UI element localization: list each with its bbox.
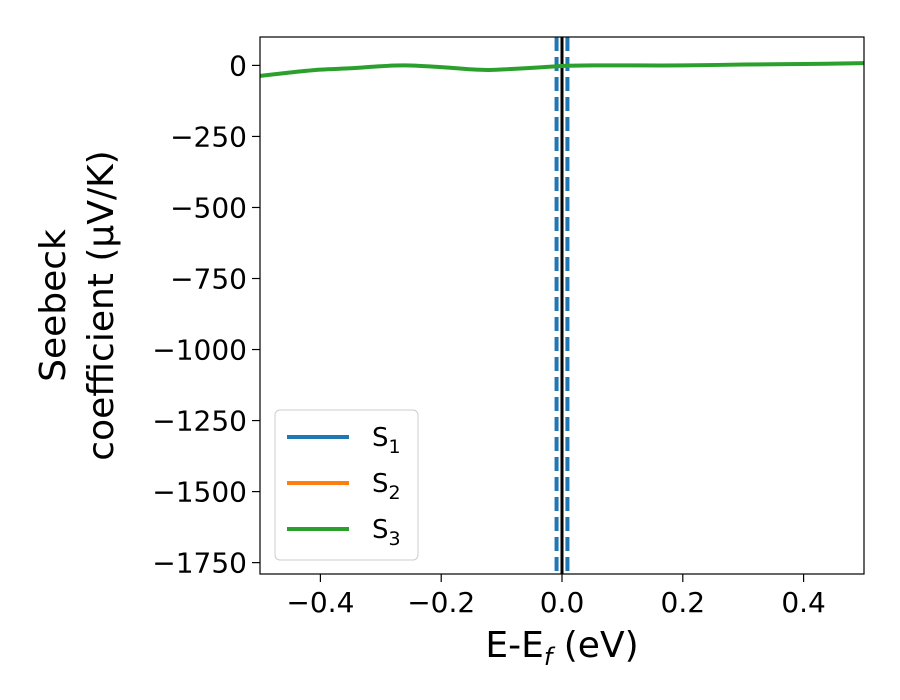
y-tick-label: 0 xyxy=(229,49,247,82)
y-axis: 0 −250 −500 −750 −1000 −1250 −1500 −1750 xyxy=(152,49,260,580)
y-tick-label: −500 xyxy=(170,191,247,224)
y-tick-label: −1250 xyxy=(152,405,247,438)
x-axis-label-main: E-E xyxy=(485,625,543,666)
y-tick-label: −1000 xyxy=(152,334,247,367)
x-tick-label: 0.0 xyxy=(540,586,585,619)
x-tick-label: −0.4 xyxy=(286,586,354,619)
y-axis-label-line1: Seebeck xyxy=(33,229,74,382)
series-line-3 xyxy=(260,61,864,78)
x-axis-label-unit: (eV) xyxy=(552,625,638,666)
y-tick-label: −250 xyxy=(170,120,247,153)
legend-label-2: S2 xyxy=(372,469,401,504)
x-axis-label: E-Ef (eV) xyxy=(485,625,638,671)
x-tick-label: −0.2 xyxy=(407,586,475,619)
legend-label-3: S3 xyxy=(372,515,401,550)
y-tick-label: −1750 xyxy=(152,547,247,580)
y-axis-label-line2: coefficient (μV/K) xyxy=(81,150,122,460)
plot-area xyxy=(260,37,864,574)
x-tick-label: 0.4 xyxy=(781,586,826,619)
y-tick-label: −1500 xyxy=(152,476,247,509)
legend-label-1: S1 xyxy=(372,423,401,458)
legend: S1 S2 S3 xyxy=(274,409,419,561)
y-tick-label: −750 xyxy=(170,263,247,296)
x-axis: −0.4 −0.2 0.0 0.2 0.4 xyxy=(286,574,826,619)
x-tick-label: 0.2 xyxy=(661,586,706,619)
